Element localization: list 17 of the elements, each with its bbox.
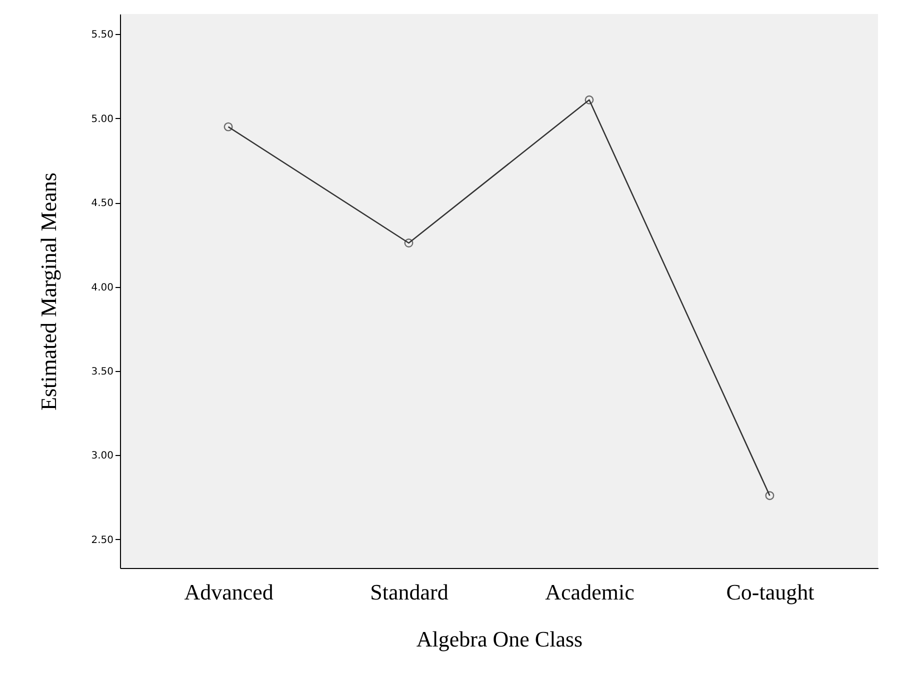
y-tick-label: 3.00 [91,450,114,462]
y-tick-label: 4.50 [91,198,114,210]
x-tick-label: Co-taught [726,580,814,604]
y-axis-title: Estimated Marginal Means [36,172,62,410]
x-tick-label: Standard [370,580,448,604]
x-tick-label: Academic [545,580,635,604]
point [404,238,414,248]
y-tick-label: 4.00 [91,282,114,294]
y-tick-label: 3.50 [91,366,114,378]
x-tick-label: Advanced [184,580,274,604]
y-tick-label: 5.00 [91,114,114,125]
point [224,122,233,132]
point [584,95,594,104]
x-axis-title: Algebra One Class [416,626,583,652]
y-tick-label: 2.50 [91,534,114,546]
y-tick-label: 5.50 [91,30,114,41]
point [765,491,774,500]
